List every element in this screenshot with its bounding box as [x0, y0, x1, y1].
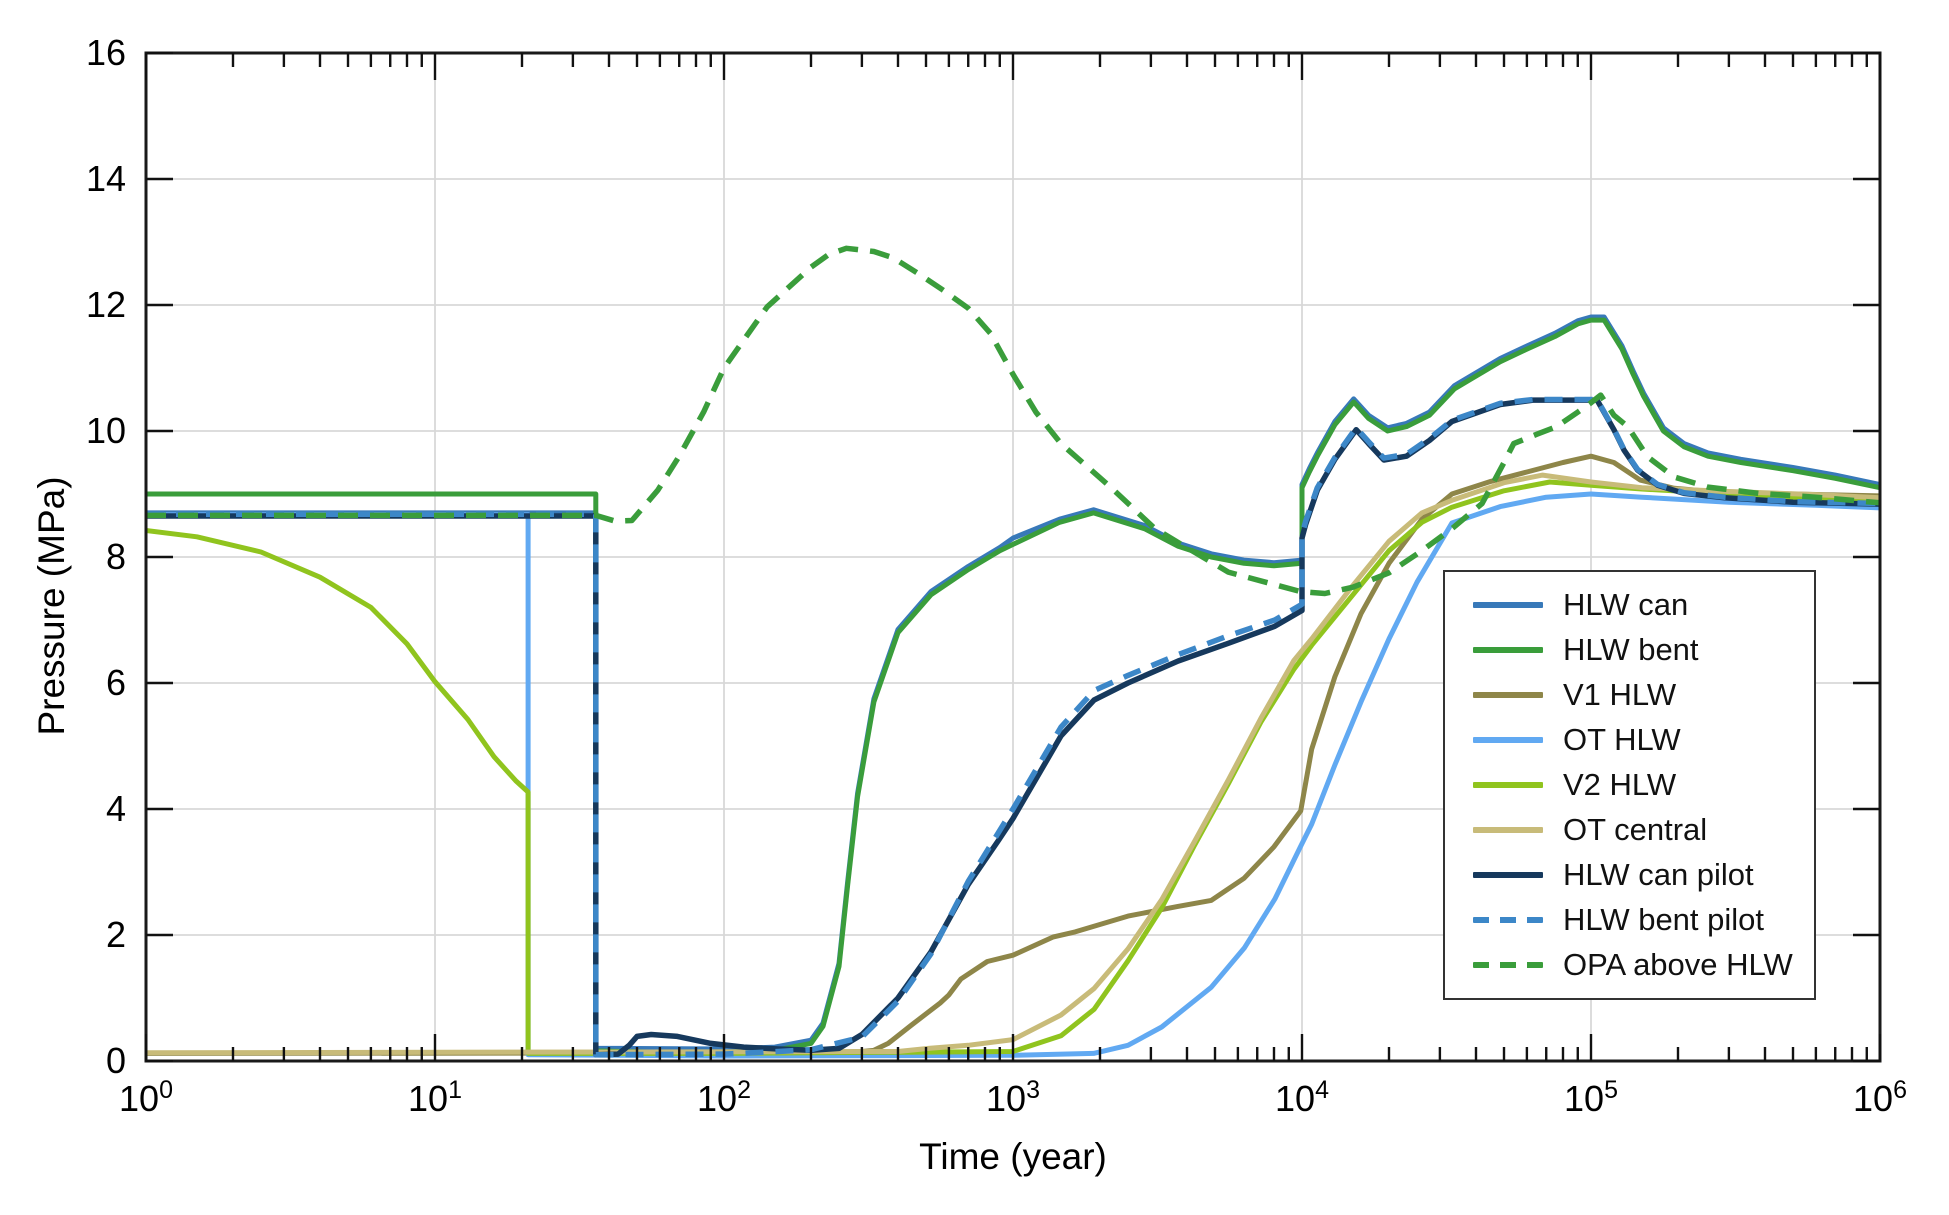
- legend-label: OPA above HLW: [1563, 947, 1793, 982]
- legend-item-opa-above-hlw: OPA above HLW: [1445, 947, 1814, 983]
- legend-item-hlw-bent-pilot: HLW bent pilot: [1445, 902, 1814, 938]
- legend-label: HLW can: [1563, 587, 1689, 622]
- legend-swatch-ot-central: [1473, 827, 1543, 833]
- legend-item-hlw-can: HLW can: [1445, 587, 1814, 623]
- x-tick-label-1e2: 102: [697, 1076, 751, 1119]
- legend-swatch-hlw-bent-pilot: [1473, 917, 1543, 923]
- y-tick-label-16: 16: [85, 32, 126, 73]
- gridlines: [146, 53, 1880, 1061]
- y-tick-label-8: 8: [105, 536, 126, 577]
- legend-swatch-ot-hlw: [1473, 737, 1543, 743]
- x-tick-label-1e3: 103: [986, 1076, 1040, 1119]
- x-tick-label-1e6: 106: [1853, 1076, 1907, 1119]
- legend-swatch-v2-hlw: [1473, 782, 1543, 788]
- x-tick-label-1e4: 104: [1275, 1076, 1329, 1119]
- legend-item-hlw-can-pilot: HLW can pilot: [1445, 857, 1814, 893]
- series-line-hlw-bent-pilot: [146, 396, 1880, 1058]
- series-line-opa-above-hlw: [146, 245, 1880, 597]
- axis-ticks: [144, 51, 1882, 1063]
- legend-label: HLW bent pilot: [1563, 902, 1765, 937]
- legend-label: V1 HLW: [1563, 677, 1677, 712]
- legend-item-v1-hlw: V1 HLW: [1445, 677, 1814, 713]
- series-lines: [146, 245, 1880, 1059]
- legend-item-hlw-bent: HLW bent: [1445, 632, 1814, 668]
- legend-item-ot-hlw: OT HLW: [1445, 722, 1814, 758]
- series-line-v1-hlw: [146, 453, 1880, 1056]
- y-tick-label-2: 2: [105, 914, 126, 955]
- legend-label: OT central: [1563, 812, 1708, 847]
- y-tick-label-12: 12: [85, 284, 126, 325]
- legend-swatch-hlw-bent: [1473, 647, 1543, 653]
- x-axis-title: Time (year): [919, 1136, 1107, 1177]
- legend-item-v2-hlw: V2 HLW: [1445, 767, 1814, 803]
- legend-swatch-hlw-can-pilot: [1473, 872, 1543, 878]
- legend-swatch-hlw-can: [1473, 602, 1543, 608]
- x-tick-label-1e5: 105: [1564, 1076, 1618, 1119]
- legend-swatch-v1-hlw: [1473, 692, 1543, 698]
- x-tick-label-1e0: 100: [119, 1076, 173, 1119]
- y-tick-label-0: 0: [105, 1040, 126, 1081]
- legend-item-ot-central: OT central: [1445, 812, 1814, 848]
- y-tick-label-6: 6: [105, 662, 126, 703]
- y-tick-label-14: 14: [85, 158, 126, 199]
- x-tick-label-1e1: 101: [408, 1076, 462, 1119]
- y-tick-label-10: 10: [85, 410, 126, 451]
- legend: HLW can HLW bent V1 HLW OT HLW V2 HLW OT cent…: [1443, 570, 1816, 1000]
- y-tick-label-4: 4: [105, 788, 126, 829]
- legend-label: V2 HLW: [1563, 767, 1677, 802]
- legend-label: HLW bent: [1563, 632, 1699, 667]
- legend-label: OT HLW: [1563, 722, 1681, 757]
- legend-swatch-opa-above-hlw: [1473, 962, 1543, 968]
- legend-label: HLW can pilot: [1563, 857, 1754, 892]
